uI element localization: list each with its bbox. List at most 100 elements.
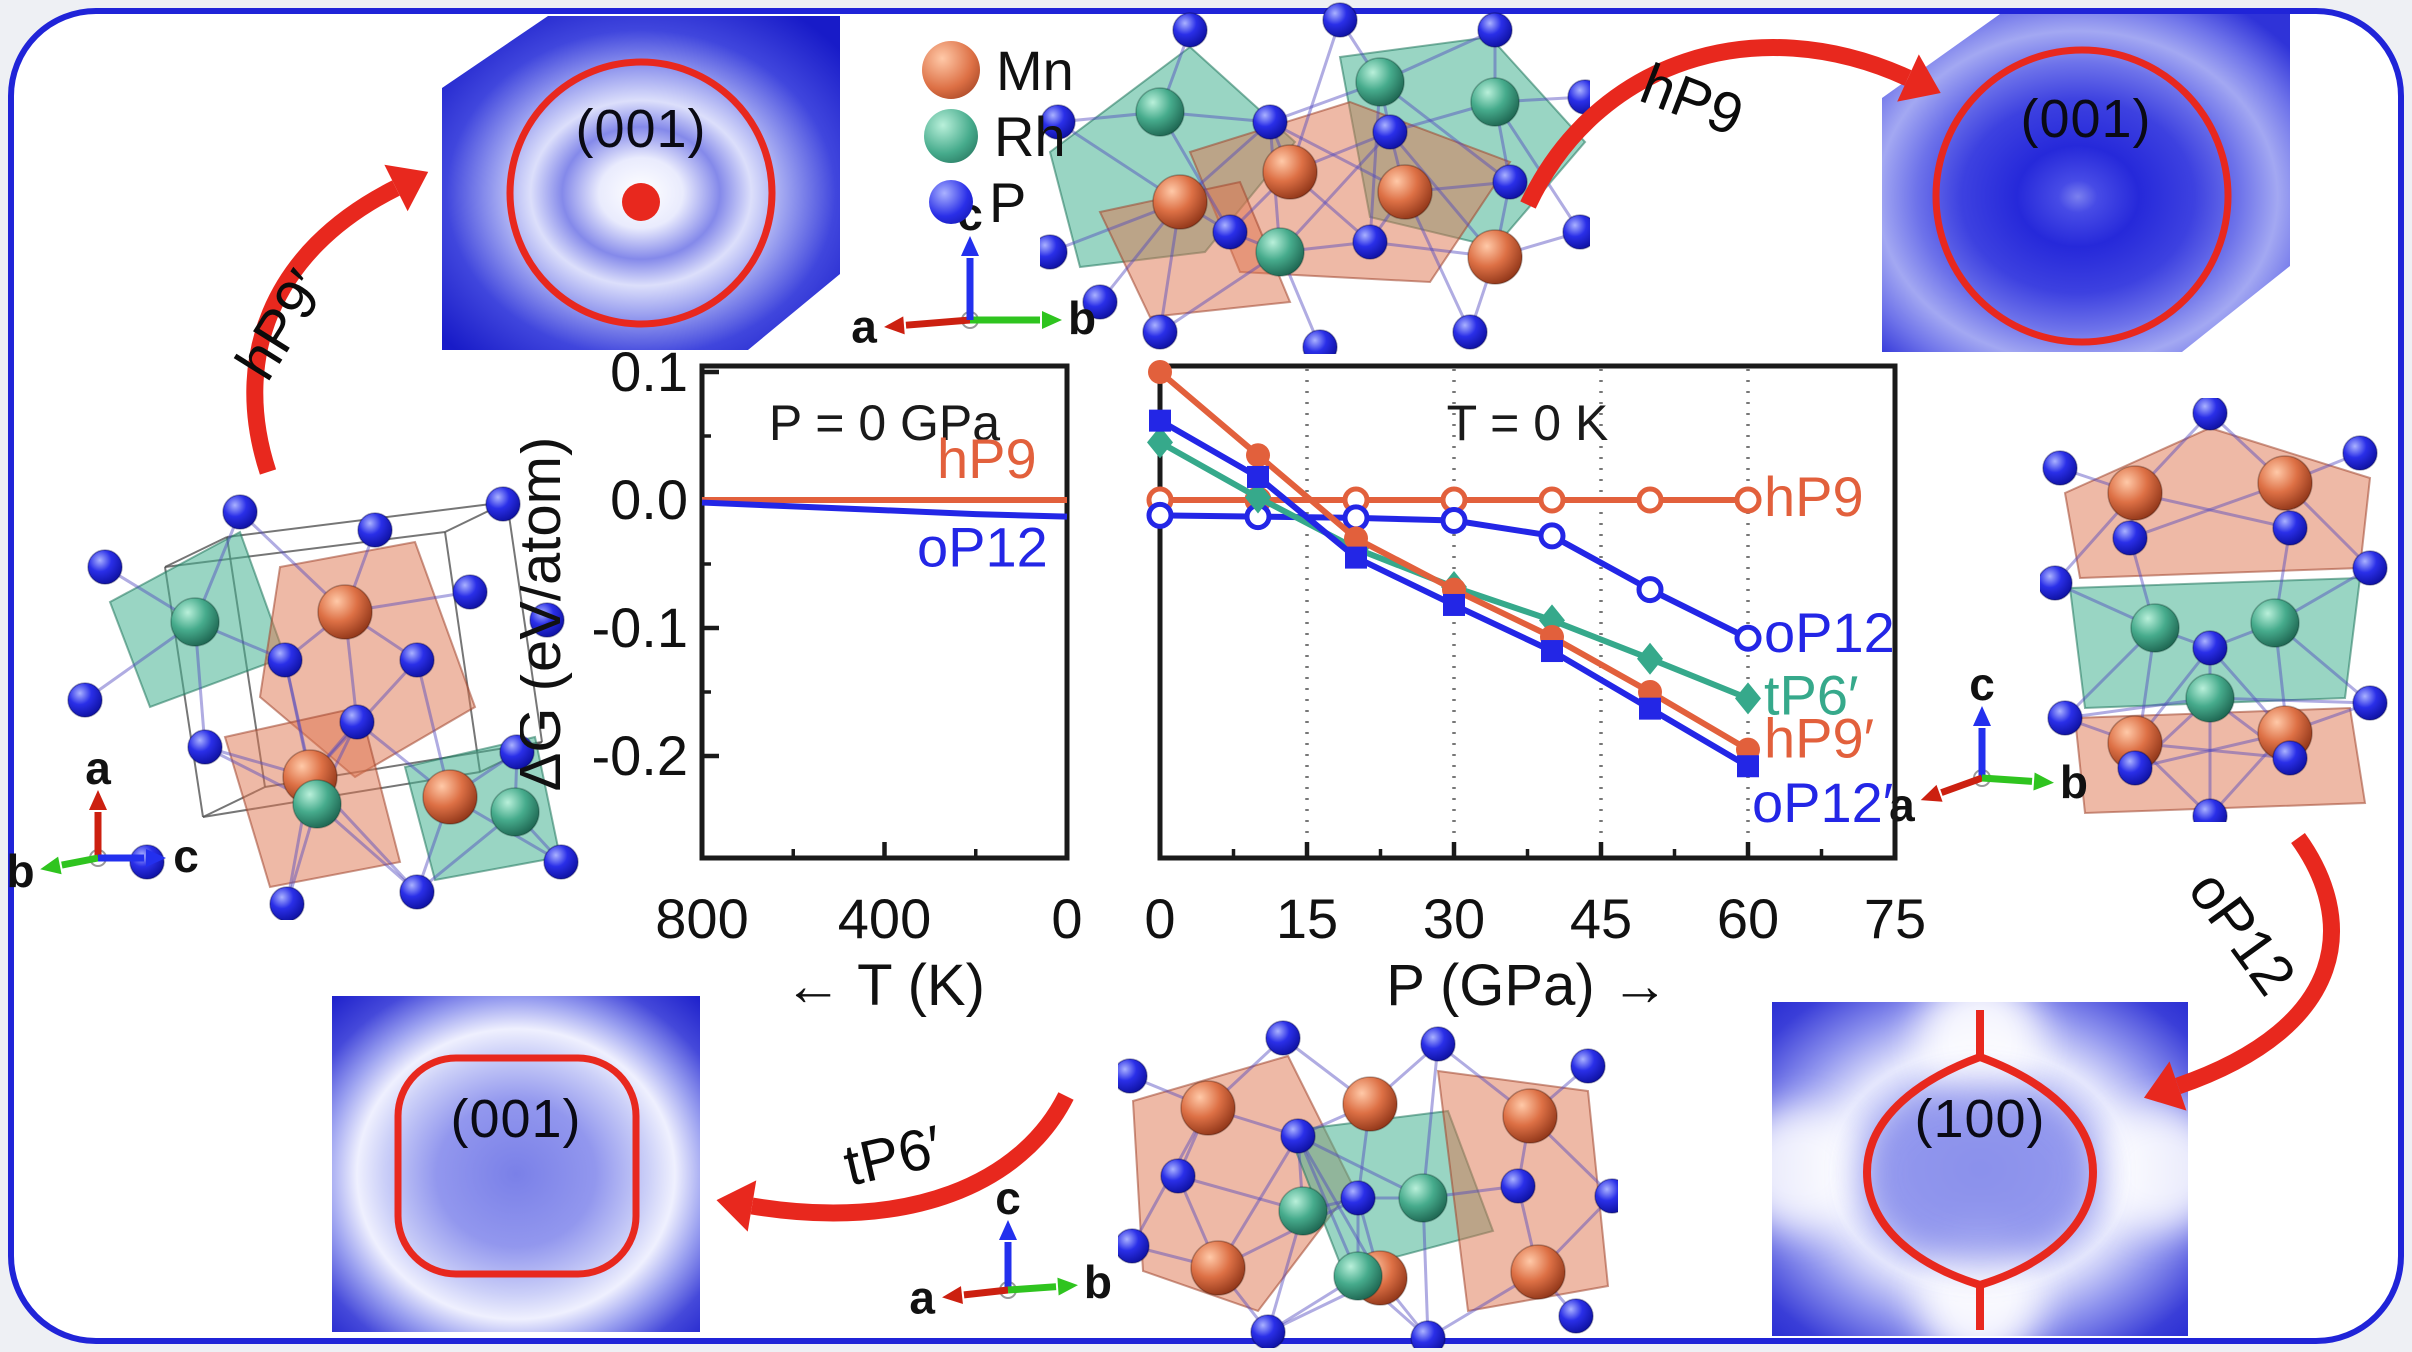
rh-atom	[1355, 57, 1405, 107]
mn-atom	[1180, 1080, 1236, 1136]
p-atom	[2272, 740, 2308, 776]
x-axis-label: ← T (K)	[784, 953, 985, 1018]
marker	[1443, 593, 1465, 616]
bond	[2209, 696, 2371, 705]
marker	[1342, 504, 1370, 532]
transformation-arrow-hp9-head	[1897, 54, 1941, 102]
marker	[1636, 486, 1664, 514]
series-line-oP12	[701, 499, 1068, 520]
legend-label: Rh	[994, 104, 1066, 168]
contour-plot-bottom-left: (001)	[332, 996, 700, 1332]
axis-label-c: c	[1969, 658, 1995, 710]
p-atom	[1492, 164, 1528, 200]
p-atom	[1142, 314, 1178, 350]
p-atom	[357, 512, 393, 548]
rh-atom	[170, 597, 220, 647]
p-atom	[452, 574, 488, 610]
p-atom	[67, 682, 103, 718]
x-tick-label: 30	[1423, 887, 1485, 950]
p-atom	[2042, 450, 2078, 486]
x-tick-label: 0	[1144, 887, 1175, 950]
p-atom	[1340, 1180, 1376, 1216]
legend-label: Mn	[996, 38, 1074, 102]
x-tick-label: 75	[1864, 887, 1926, 950]
mn-atom	[1502, 1088, 1558, 1144]
axis-label-a: a	[85, 742, 111, 794]
series-label-tP6′: tP6′	[1764, 663, 1859, 726]
series-label-hP9′: hP9′	[1764, 707, 1874, 770]
crystal-structure-bottom	[1118, 1020, 1618, 1348]
marker	[1734, 624, 1762, 652]
p-atom	[187, 729, 223, 765]
p-atom	[1352, 224, 1388, 260]
p-atom	[2117, 750, 2153, 786]
transformation-arrow-tp6-prime-head	[716, 1180, 757, 1232]
axis-label-a: a	[909, 1272, 935, 1324]
mn-atom	[1510, 1244, 1566, 1300]
contour-image-square	[332, 996, 700, 1332]
mn-atom	[1152, 174, 1208, 230]
p-atom	[269, 886, 305, 920]
series-label-hP9: hP9	[1764, 465, 1864, 528]
contour-plot-top-right: (001)	[1882, 14, 2290, 352]
p-atom	[1212, 214, 1248, 250]
marker	[1538, 522, 1566, 550]
axis-label-b: b	[1084, 1256, 1112, 1308]
miller-index-label: (001)	[450, 1089, 582, 1149]
series-label-oP12: oP12	[917, 516, 1048, 579]
axis-b-arrowhead	[2033, 772, 2054, 791]
miller-index-label: (100)	[1914, 1089, 2046, 1149]
miller-index-label: (001)	[2020, 89, 2152, 149]
bright-region	[2090, 1107, 2188, 1231]
bond	[2064, 696, 2211, 720]
contour-plot-top-left: (001)	[442, 16, 840, 350]
rh-atom	[292, 779, 342, 829]
marker	[1149, 409, 1171, 432]
axis-label-c: c	[995, 1172, 1021, 1224]
marker	[1541, 640, 1563, 663]
transformation-arrow-hp9-prime	[246, 180, 400, 475]
p-atom	[485, 486, 521, 522]
marker	[1245, 481, 1271, 514]
rh-atom	[2130, 603, 2180, 653]
rh-atom	[1333, 1251, 1383, 1301]
transformation-arrow-op12-head	[2143, 1061, 2187, 1111]
transformation-arrow-hp9-prime-head	[384, 164, 429, 212]
marker	[1345, 546, 1367, 569]
axis-b-arrow	[1981, 774, 2033, 785]
p-atom	[1562, 214, 1590, 250]
mn-atom	[1190, 1240, 1246, 1296]
rh-atom	[2185, 673, 2235, 723]
marker	[1734, 486, 1762, 514]
axis-b-arrowhead	[1057, 1277, 1078, 1296]
p-atom	[399, 642, 435, 678]
marker	[1538, 486, 1566, 514]
center-pocket	[1862, 1084, 2098, 1264]
axis-a-arrowhead	[89, 790, 107, 810]
axis-c-arrowhead	[961, 236, 979, 256]
p-atom	[1302, 329, 1338, 354]
x-tick-label: 60	[1717, 887, 1779, 950]
p-atom	[1250, 1314, 1286, 1348]
legend-item-mn: Mn	[922, 38, 1074, 102]
p-atom	[1252, 104, 1288, 140]
marker	[1636, 576, 1664, 604]
p-atom	[2342, 435, 2378, 471]
p-atom	[87, 549, 123, 585]
series-label-hP9: hP9	[937, 427, 1037, 490]
marker	[1146, 501, 1174, 529]
transformation-arrow-op12	[2175, 833, 2340, 1095]
legend-item-rh: Rh	[922, 104, 1074, 168]
p-atom	[1477, 12, 1513, 48]
p-atom	[339, 704, 375, 740]
axis-a-arrowhead	[884, 316, 905, 335]
mn-atom	[2257, 455, 2313, 511]
p-atom	[1594, 1178, 1618, 1214]
rh-atom	[2250, 598, 2300, 648]
y-tick-label: 0.0	[610, 468, 688, 531]
x-axis-label: P (GPa) →	[1386, 953, 1669, 1018]
marker	[1737, 755, 1759, 778]
axis-a-arrow	[1940, 774, 1984, 796]
p-atom	[2272, 510, 2308, 546]
